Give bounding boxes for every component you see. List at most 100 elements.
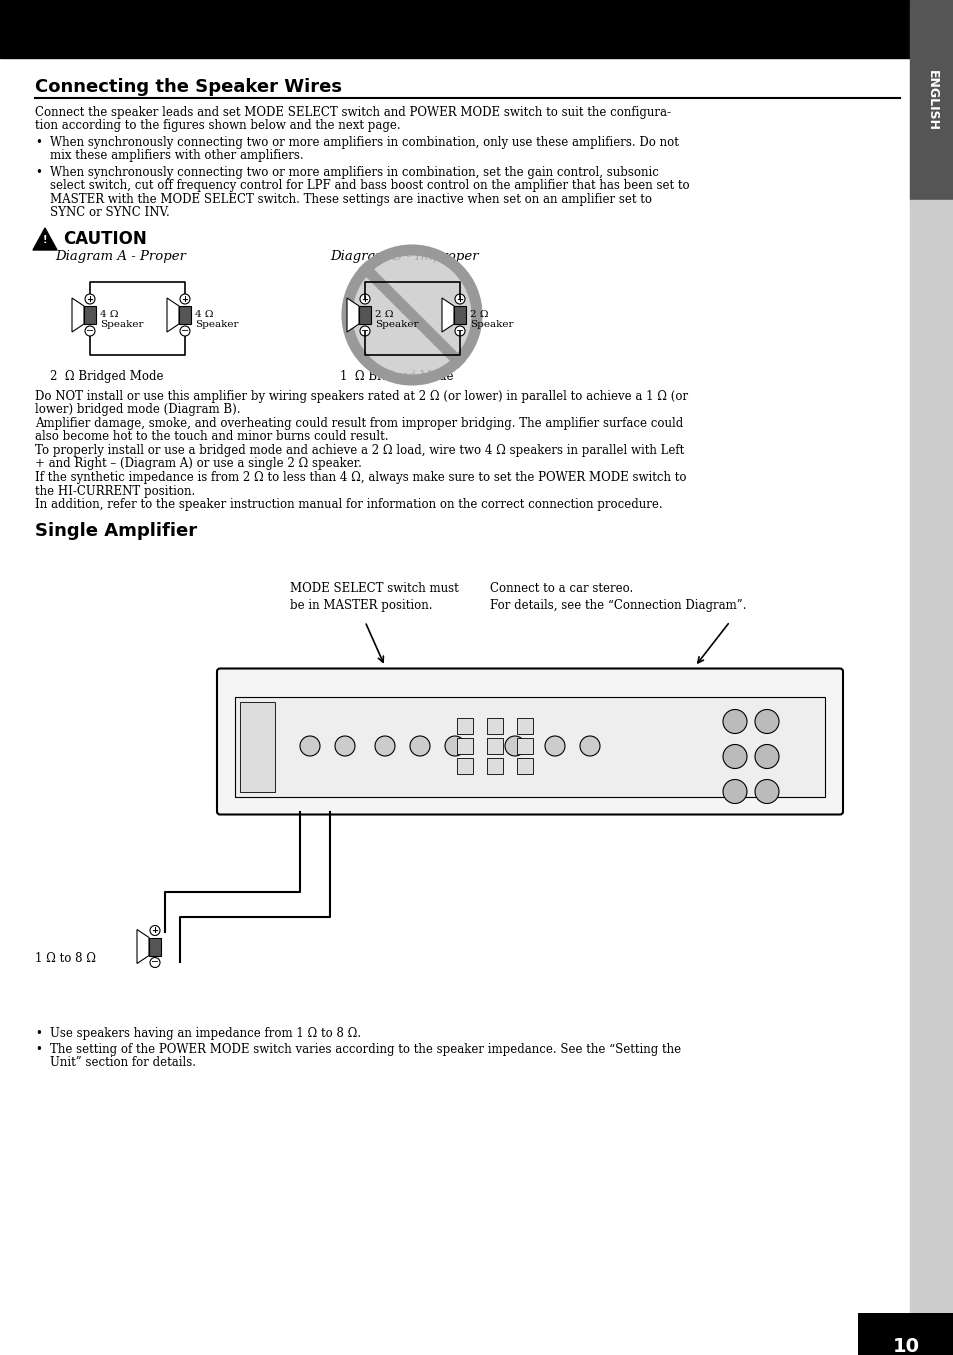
- Polygon shape: [167, 298, 179, 332]
- Circle shape: [754, 710, 779, 733]
- Circle shape: [150, 958, 160, 967]
- Text: select switch, cut off frequency control for LPF and bass boost control on the a: select switch, cut off frequency control…: [50, 179, 689, 192]
- Bar: [84, 306, 96, 324]
- Text: 1 Ω to 8 Ω: 1 Ω to 8 Ω: [35, 951, 96, 965]
- Text: Amplifier damage, smoke, and overheating could result from improper bridging. Th: Amplifier damage, smoke, and overheating…: [35, 417, 682, 430]
- Text: −: −: [181, 327, 189, 336]
- Circle shape: [544, 736, 564, 756]
- Text: 1  Ω Bridged Mode: 1 Ω Bridged Mode: [339, 370, 453, 383]
- Circle shape: [180, 294, 190, 304]
- Bar: [240, 702, 274, 791]
- Text: !: !: [43, 234, 48, 245]
- Text: 10: 10: [892, 1337, 919, 1355]
- FancyBboxPatch shape: [857, 1313, 953, 1355]
- Circle shape: [299, 736, 319, 756]
- Text: •: •: [35, 1043, 42, 1056]
- Text: tion according to the figures shown below and the next page.: tion according to the figures shown belo…: [35, 119, 400, 133]
- Circle shape: [754, 744, 779, 768]
- Bar: [0, 0, 909, 58]
- Text: When synchronously connecting two or more amplifiers in combination, set the gai: When synchronously connecting two or mor…: [50, 167, 659, 179]
- Text: 2 Ω
Speaker: 2 Ω Speaker: [375, 310, 418, 329]
- Bar: [909, 201, 953, 1355]
- Bar: [358, 306, 371, 324]
- Text: To properly install or use a bridged mode and achieve a 2 Ω load, wire two 4 Ω s: To properly install or use a bridged mod…: [35, 444, 683, 457]
- Circle shape: [150, 925, 160, 935]
- Bar: [486, 738, 502, 753]
- Circle shape: [85, 327, 95, 336]
- Circle shape: [722, 744, 746, 768]
- Circle shape: [335, 736, 355, 756]
- Circle shape: [754, 779, 779, 804]
- Bar: [179, 306, 191, 324]
- Circle shape: [85, 294, 95, 304]
- Bar: [456, 757, 473, 774]
- Text: 4 Ω
Speaker: 4 Ω Speaker: [100, 310, 143, 329]
- Text: MASTER with the MODE SELECT switch. These settings are inactive when set on an a: MASTER with the MODE SELECT switch. Thes…: [50, 192, 651, 206]
- Text: −: −: [456, 327, 463, 336]
- Circle shape: [455, 327, 464, 336]
- Text: +: +: [181, 294, 189, 304]
- Text: the HI-CURRENT position.: the HI-CURRENT position.: [35, 485, 195, 497]
- Polygon shape: [33, 228, 57, 251]
- Bar: [517, 738, 533, 753]
- Text: +: +: [456, 294, 463, 304]
- Bar: [454, 306, 465, 324]
- Bar: [456, 718, 473, 734]
- Bar: [149, 938, 161, 955]
- Polygon shape: [441, 298, 454, 332]
- Text: SYNC or SYNC INV.: SYNC or SYNC INV.: [50, 206, 170, 220]
- Text: +: +: [87, 294, 93, 304]
- Circle shape: [722, 710, 746, 733]
- Text: When synchronously connecting two or more amplifiers in combination, only use th: When synchronously connecting two or mor…: [50, 136, 679, 149]
- Text: Connecting the Speaker Wires: Connecting the Speaker Wires: [35, 79, 341, 96]
- Polygon shape: [347, 298, 358, 332]
- Text: 4 Ω
Speaker: 4 Ω Speaker: [194, 310, 238, 329]
- Text: Do NOT install or use this amplifier by wiring speakers rated at 2 Ω (or lower) : Do NOT install or use this amplifier by …: [35, 390, 687, 402]
- Bar: [486, 718, 502, 734]
- Text: CAUTION: CAUTION: [63, 230, 147, 248]
- Text: •: •: [35, 167, 42, 179]
- Text: •: •: [35, 1027, 42, 1039]
- Circle shape: [579, 736, 599, 756]
- Text: Diagram B - Improper: Diagram B - Improper: [330, 251, 478, 263]
- Polygon shape: [137, 930, 149, 963]
- Text: The setting of the POWER MODE switch varies according to the speaker impedance. : The setting of the POWER MODE switch var…: [50, 1043, 680, 1056]
- Text: −: −: [360, 327, 369, 336]
- Text: Connect the speaker leads and set MODE SELECT switch and POWER MODE switch to su: Connect the speaker leads and set MODE S…: [35, 106, 670, 119]
- Text: +: +: [361, 294, 368, 304]
- Text: Connect to a car stereo.
For details, see the “Connection Diagram”.: Connect to a car stereo. For details, se…: [490, 581, 745, 612]
- Circle shape: [504, 736, 524, 756]
- Circle shape: [359, 327, 370, 336]
- Text: Single Amplifier: Single Amplifier: [35, 522, 197, 539]
- Text: •: •: [35, 136, 42, 149]
- Bar: [486, 757, 502, 774]
- Circle shape: [722, 779, 746, 804]
- Text: −: −: [86, 327, 94, 336]
- Circle shape: [410, 736, 430, 756]
- Text: Diagram A - Proper: Diagram A - Proper: [55, 251, 186, 263]
- FancyBboxPatch shape: [216, 668, 842, 814]
- Text: ENGLISH: ENGLISH: [924, 69, 938, 130]
- Text: + and Right – (Diagram A) or use a single 2 Ω speaker.: + and Right – (Diagram A) or use a singl…: [35, 458, 361, 470]
- Circle shape: [359, 294, 370, 304]
- Text: If the synthetic impedance is from 2 Ω to less than 4 Ω, always make sure to set: If the synthetic impedance is from 2 Ω t…: [35, 472, 686, 484]
- Text: also become hot to the touch and minor burns could result.: also become hot to the touch and minor b…: [35, 431, 388, 443]
- Circle shape: [180, 327, 190, 336]
- Text: 2 Ω
Speaker: 2 Ω Speaker: [470, 310, 513, 329]
- Bar: [234, 696, 824, 797]
- Circle shape: [375, 736, 395, 756]
- Text: In addition, refer to the speaker instruction manual for information on the corr: In addition, refer to the speaker instru…: [35, 499, 662, 511]
- Text: −: −: [151, 958, 159, 967]
- Text: lower) bridged mode (Diagram B).: lower) bridged mode (Diagram B).: [35, 404, 240, 416]
- Bar: [909, 0, 953, 201]
- Circle shape: [444, 736, 464, 756]
- Polygon shape: [71, 298, 84, 332]
- Text: Use speakers having an impedance from 1 Ω to 8 Ω.: Use speakers having an impedance from 1 …: [50, 1027, 361, 1039]
- Text: Unit” section for details.: Unit” section for details.: [50, 1057, 195, 1069]
- Text: mix these amplifiers with other amplifiers.: mix these amplifiers with other amplifie…: [50, 149, 303, 163]
- Circle shape: [347, 251, 476, 379]
- Text: +: +: [152, 925, 158, 935]
- Text: MODE SELECT switch must
be in MASTER position.: MODE SELECT switch must be in MASTER pos…: [290, 581, 458, 612]
- Bar: [517, 718, 533, 734]
- Circle shape: [455, 294, 464, 304]
